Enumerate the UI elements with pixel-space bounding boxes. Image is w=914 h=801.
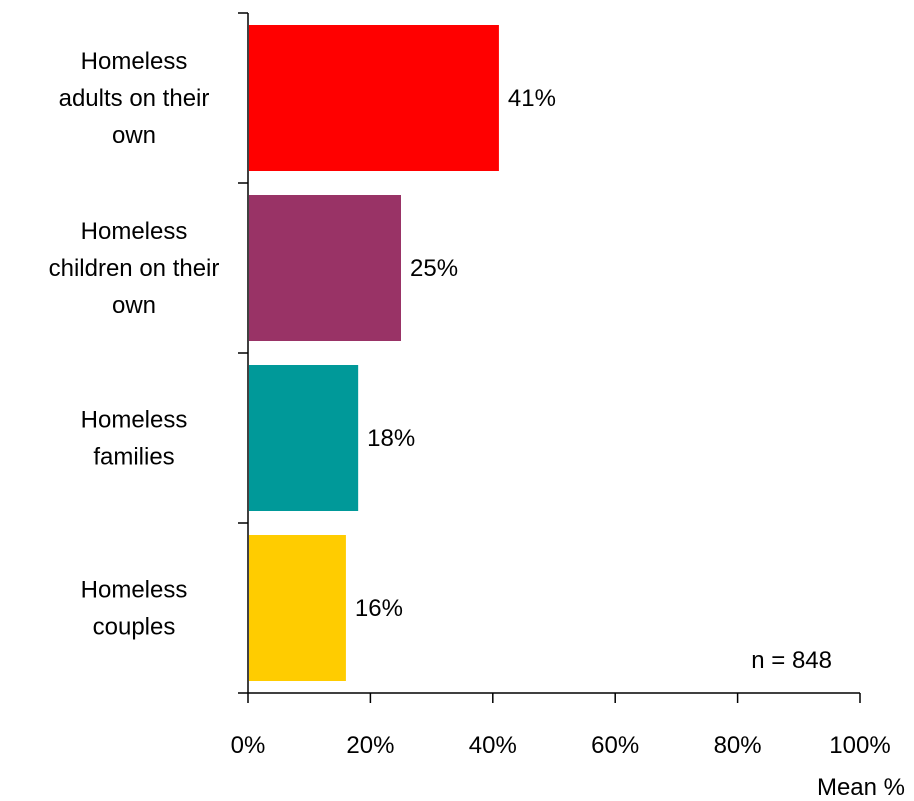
value-labels-group: 41% 25% 18% 16% <box>355 85 556 622</box>
x-tick-label: 80% <box>714 732 762 759</box>
category-labels-group: Homeless adults on their own Homeless childr… <box>49 48 220 641</box>
bar <box>249 195 401 341</box>
sample-size-annotation: n = 848 <box>751 647 832 674</box>
bar <box>249 25 499 171</box>
x-tick-label: 0% <box>231 732 266 759</box>
x-axis-title: Mean % <box>817 774 905 801</box>
x-tick-label: 40% <box>469 732 517 759</box>
bar-value-label: 41% <box>508 85 556 112</box>
bar-value-label: 16% <box>355 595 403 622</box>
bar <box>249 365 359 511</box>
x-tick-label: 60% <box>591 732 639 759</box>
bar-value-label: 18% <box>367 425 415 452</box>
x-tick-label: 100% <box>829 732 890 759</box>
bar-value-label: 25% <box>410 255 458 282</box>
category-label: Homeless children on their own <box>49 218 220 319</box>
y-axis <box>238 12 249 694</box>
x-axis: 0% 20% 40% 60% 80% 100% <box>231 692 891 759</box>
category-label: Homeless families <box>81 407 188 471</box>
bar <box>249 535 346 681</box>
bars-group <box>249 25 499 681</box>
x-tick-label: 20% <box>346 732 394 759</box>
category-label: Homeless couples <box>81 577 188 641</box>
category-label: Homeless adults on their own <box>59 48 210 149</box>
